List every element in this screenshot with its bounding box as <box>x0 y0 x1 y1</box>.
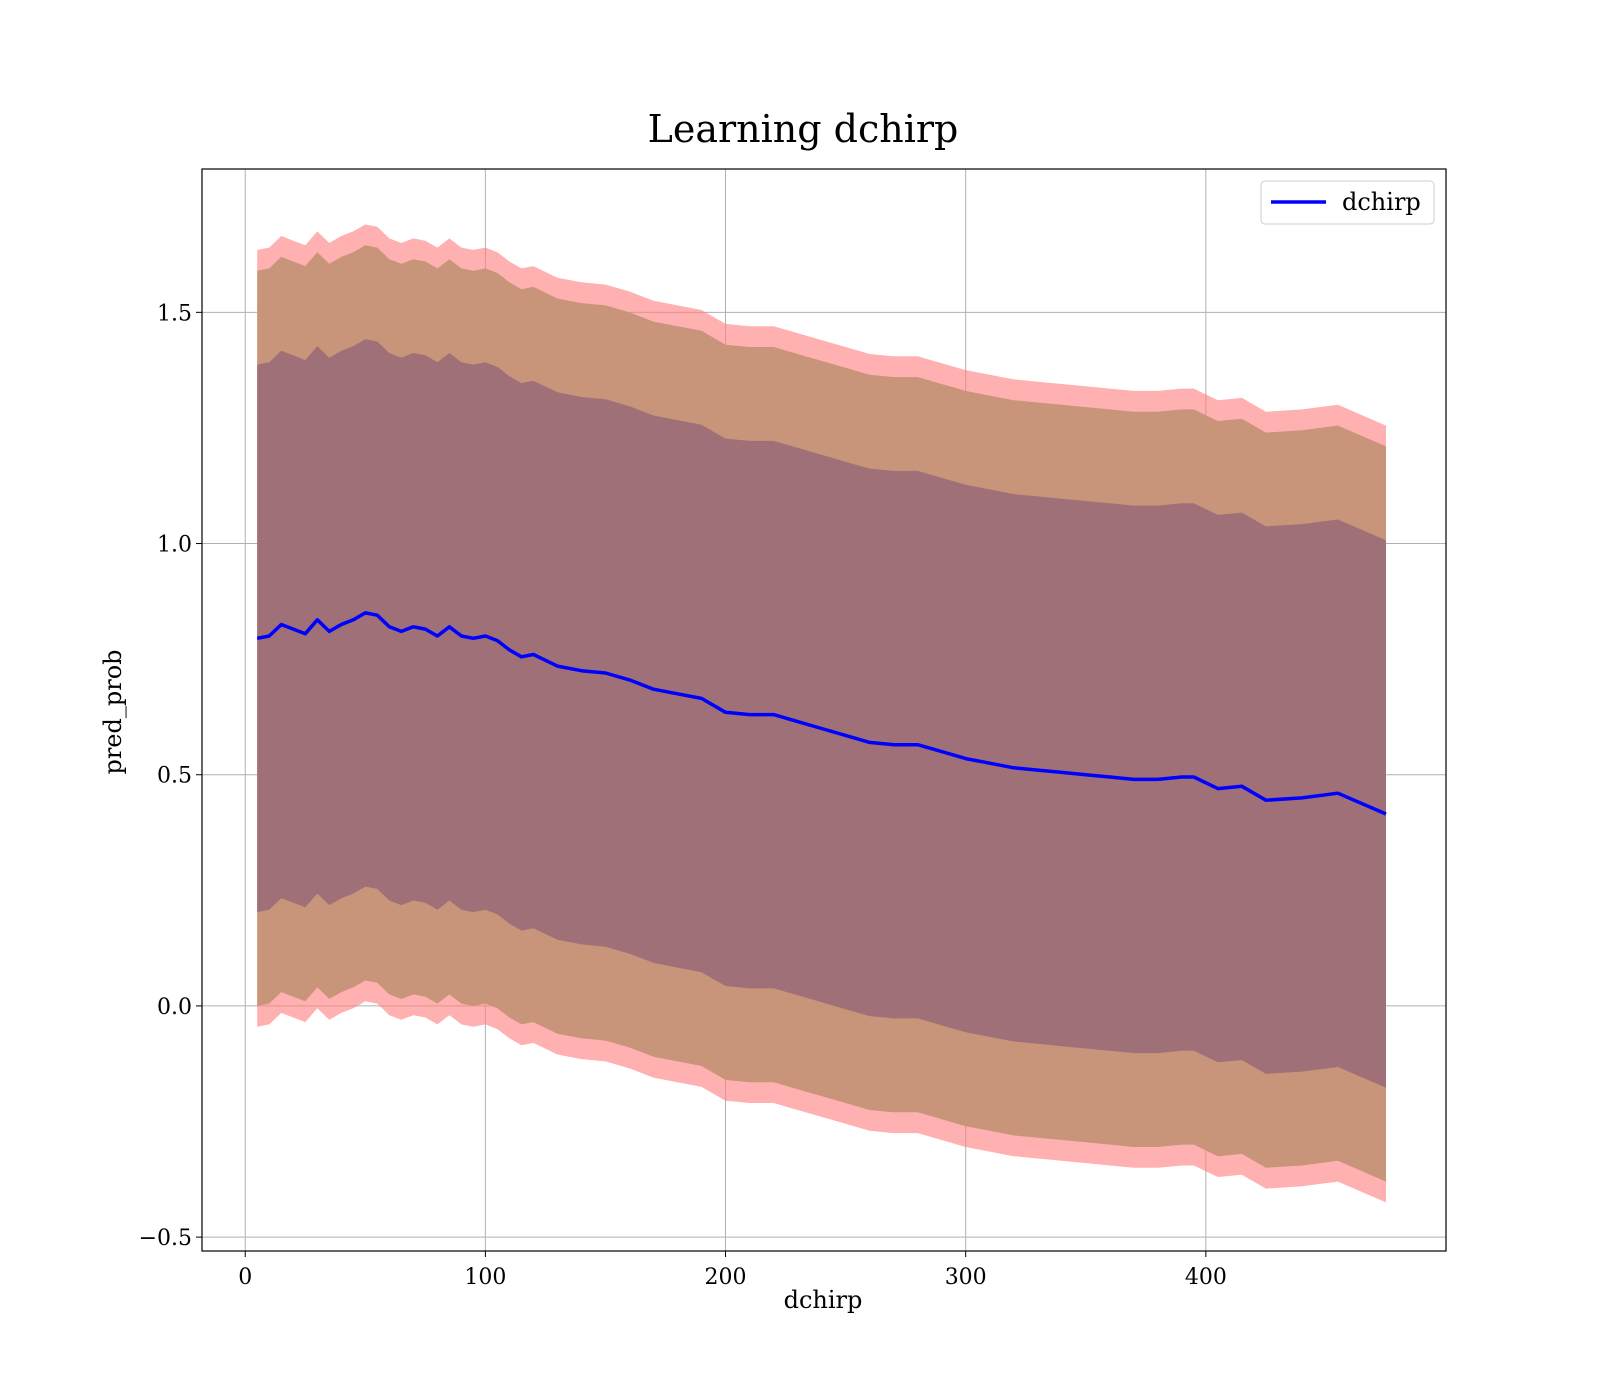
x-tick-label: 0 <box>238 1265 252 1290</box>
x-tick-label: 300 <box>945 1265 987 1290</box>
x-axis-ticks: 0 100 200 300 400 <box>238 1251 1227 1290</box>
legend-label: dchirp <box>1342 188 1421 216</box>
confidence-bands <box>257 224 1387 1203</box>
legend-box <box>1260 180 1435 225</box>
chart-title: Learning dchirp <box>648 107 959 151</box>
y-axis-label: pred_prob <box>99 649 127 774</box>
y-tick-label: −0.5 <box>139 1226 192 1251</box>
x-tick-label: 100 <box>464 1265 506 1290</box>
plot-frame <box>201 168 1447 1252</box>
band-inner <box>257 339 1387 1088</box>
y-axis-ticks: −0.5 0.0 0.5 1.0 1.5 <box>139 301 202 1251</box>
y-tick-label: 1.0 <box>157 533 192 558</box>
y-tick-label: 0.0 <box>157 995 192 1020</box>
x-tick-label: 200 <box>705 1265 747 1290</box>
y-tick-label: 1.5 <box>157 301 192 326</box>
x-tick-label: 400 <box>1185 1265 1227 1290</box>
legend: dchirp <box>1260 180 1435 225</box>
y-tick-label: 0.5 <box>157 764 192 789</box>
series-line-layer <box>256 611 1387 816</box>
series-line-dchirp <box>256 611 1387 816</box>
x-axis-label: dchirp <box>784 1286 863 1314</box>
